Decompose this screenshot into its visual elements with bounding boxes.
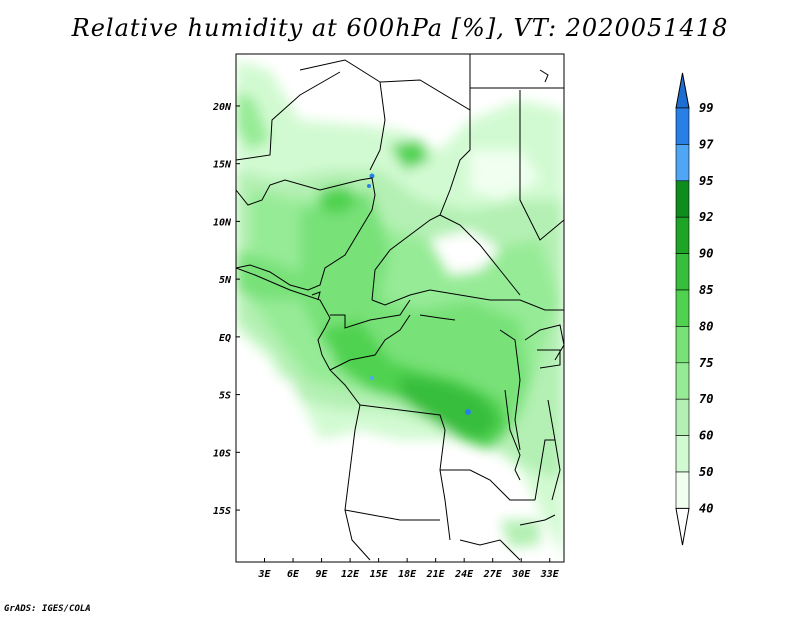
y-tick-label: 15S (213, 506, 231, 517)
x-tick-label: 21E (426, 569, 446, 580)
y-tick-label: 10S (213, 448, 231, 459)
x-tick-label: 9E (316, 569, 329, 580)
country-borders (236, 54, 564, 561)
colorbar-label: 80 (699, 319, 713, 333)
colorbar-swatch (675, 435, 690, 473)
colorbar-label: 70 (699, 392, 713, 406)
y-tick-label: 5S (219, 391, 231, 402)
colorbar-swatch (675, 471, 690, 509)
y-tick-label: 10N (213, 217, 232, 228)
y-axis: 20N 15N 10N 5N EQ 5S 10S 15S (212, 102, 240, 517)
colorbar-label: 50 (699, 465, 713, 479)
x-tick-label: 27E (483, 569, 503, 580)
colorbar-swatch (675, 107, 690, 145)
map-frame (235, 53, 565, 563)
colorbar-label: 97 (699, 137, 714, 151)
colorbar-swatch (675, 398, 690, 436)
colorbar: 99 97 95 92 90 85 80 75 70 60 50 40 (675, 72, 714, 546)
colorbar-swatch (675, 253, 690, 291)
colorbar-label: 75 (699, 356, 713, 370)
colorbar-max-arrow (675, 72, 690, 109)
colorbar-swatch (675, 144, 690, 182)
y-tick-label: 15N (213, 160, 232, 171)
y-tick-label: 5N (219, 275, 232, 286)
x-tick-label: 6E (287, 569, 300, 580)
x-tick-label: 3E (257, 569, 271, 580)
x-tick-label: 30E (511, 569, 531, 580)
colorbar-label: 95 (699, 174, 713, 188)
x-tick-label: 18E (398, 569, 417, 580)
colorbar-swatch (675, 326, 690, 364)
colorbar-label: 92 (699, 210, 713, 224)
colorbar-label: 60 (699, 429, 713, 443)
colorbar-swatch (675, 216, 690, 254)
y-tick-label: EQ (219, 333, 231, 344)
chart-title: Relative humidity at 600hPa [%], VT: 202… (71, 14, 729, 42)
grads-credit: GrADS: IGES/COLA (4, 604, 91, 614)
x-tick-label: 33E (540, 569, 560, 580)
colorbar-swatch (675, 180, 690, 218)
colorbar-swatch (675, 362, 690, 400)
colorbar-label: 99 (699, 101, 713, 115)
colorbar-label: 85 (699, 283, 713, 297)
x-axis: 3E 6E 9E 12E 15E 18E 21E 24E 27E 30E 33E (257, 558, 560, 580)
colorbar-min-arrow (675, 507, 690, 546)
colorbar-label: 40 (699, 501, 713, 515)
x-tick-label: 24E (454, 569, 474, 580)
colorbar-swatch (675, 289, 690, 327)
colorbar-label: 90 (699, 247, 713, 261)
y-tick-label: 20N (212, 102, 232, 113)
x-tick-label: 12E (341, 569, 360, 580)
x-tick-label: 15E (370, 569, 389, 580)
humidity-field (236, 54, 564, 562)
